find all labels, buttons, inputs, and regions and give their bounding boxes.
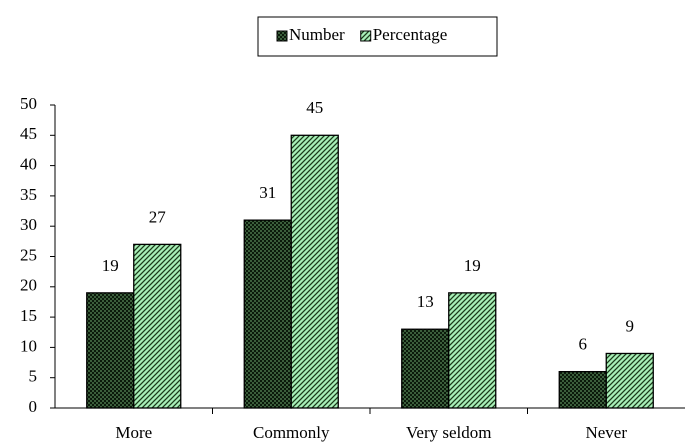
bar — [448, 292, 497, 409]
y-tick-label: 15 — [20, 306, 37, 325]
data-label: 6 — [579, 335, 588, 354]
data-label: 19 — [464, 256, 481, 275]
x-tick-label: Never — [585, 423, 627, 442]
x-tick-label: Very seldom — [406, 423, 491, 442]
y-tick-label: 25 — [20, 245, 37, 264]
bar — [133, 243, 182, 409]
x-tick-label: Commonly — [253, 423, 330, 442]
y-tick-label: 35 — [20, 185, 37, 204]
data-label: 27 — [149, 207, 167, 226]
bar — [86, 292, 135, 409]
legend-label: Number — [289, 25, 345, 44]
y-tick-label: 5 — [29, 367, 38, 386]
legend-swatch — [276, 30, 288, 42]
bar — [243, 219, 292, 409]
y-tick-label: 10 — [20, 336, 37, 355]
y-tick-label: 0 — [29, 397, 38, 416]
data-label: 31 — [259, 183, 276, 202]
bar — [401, 328, 450, 409]
y-tick-label: 20 — [20, 276, 37, 295]
y-tick-label: 50 — [20, 94, 37, 113]
bar — [605, 352, 654, 409]
legend-box — [257, 16, 498, 57]
data-label: 9 — [626, 316, 635, 335]
y-tick-label: 40 — [20, 155, 37, 174]
bar — [558, 370, 607, 409]
data-label: 19 — [102, 256, 119, 275]
bar — [290, 134, 339, 409]
x-tick-label: More — [115, 423, 152, 442]
data-label: 13 — [417, 292, 434, 311]
legend-swatch — [360, 30, 372, 42]
legend-label: Percentage — [373, 25, 448, 44]
y-tick-label: 45 — [20, 124, 37, 143]
y-tick-label: 30 — [20, 215, 37, 234]
data-label: 45 — [306, 98, 323, 117]
